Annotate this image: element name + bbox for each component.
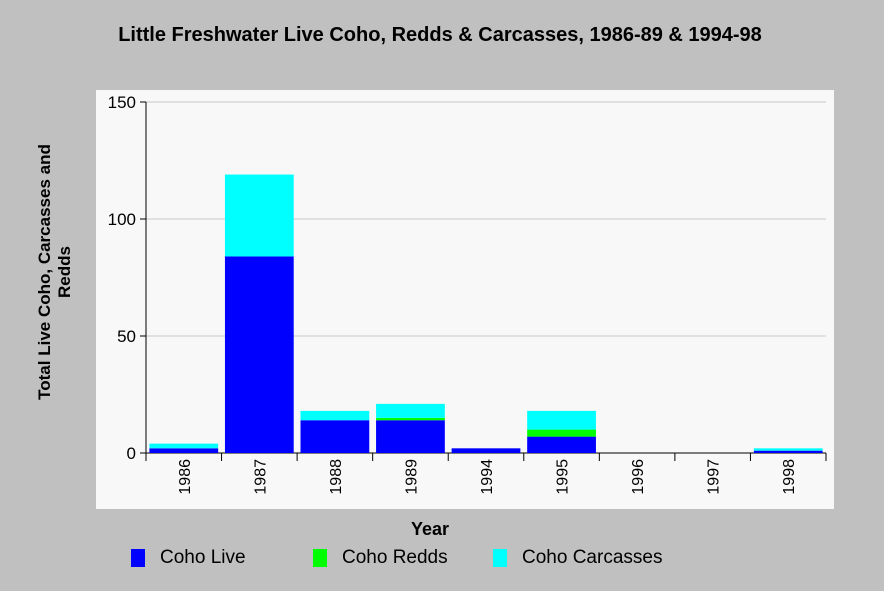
x-tick-label: 1998 [781, 459, 798, 495]
bar-coho-live-1989 [376, 420, 445, 453]
legend-swatch-coho-carcasses [493, 549, 507, 567]
chart-title: Little Freshwater Live Coho, Redds & Car… [118, 24, 762, 46]
plot-background [96, 90, 834, 509]
legend-swatch-coho-redds [313, 549, 327, 567]
y-tick-label: 50 [117, 327, 136, 346]
x-tick-label: 1995 [555, 459, 572, 495]
bar-coho-carcasses-1989 [376, 403, 445, 418]
x-axis-title: Year [410, 519, 450, 539]
x-tick-label: 1988 [328, 459, 345, 495]
legend-label-coho-live: Coho Live [160, 547, 246, 568]
y-tick-label: 150 [108, 93, 136, 112]
bar-coho-carcasses-1998 [753, 448, 823, 451]
bar-coho-live-1995 [527, 436, 596, 453]
legend-label-coho-carcasses: Coho Carcasses [522, 547, 663, 568]
bar-coho-live-1988 [300, 420, 370, 453]
x-tick-label: 1996 [630, 459, 647, 495]
x-tick-label: 1989 [403, 459, 420, 495]
bar-coho-carcasses-1995 [527, 410, 596, 430]
bar-coho-live-1998 [753, 450, 823, 453]
bar-coho-carcasses-1987 [224, 174, 294, 257]
x-tick-label: 1987 [252, 459, 269, 495]
y-tick-label: 0 [127, 444, 136, 463]
bar-coho-live-1994 [451, 448, 521, 453]
bar-coho-redds-1995 [527, 429, 596, 437]
bar-coho-carcasses-1988 [300, 410, 370, 421]
x-tick-label: 1986 [177, 459, 194, 495]
x-tick-label: 1997 [706, 459, 723, 495]
legend-swatch-coho-live [131, 549, 145, 567]
bar-coho-live-1986 [149, 448, 219, 453]
bar-coho-live-1987 [224, 256, 294, 453]
bar-coho-carcasses-1986 [149, 443, 219, 449]
y-tick-label: 100 [108, 210, 136, 229]
x-tick-label: 1994 [479, 459, 496, 495]
bar-coho-redds-1989 [376, 417, 445, 421]
legend-label-coho-redds: Coho Redds [342, 547, 448, 568]
